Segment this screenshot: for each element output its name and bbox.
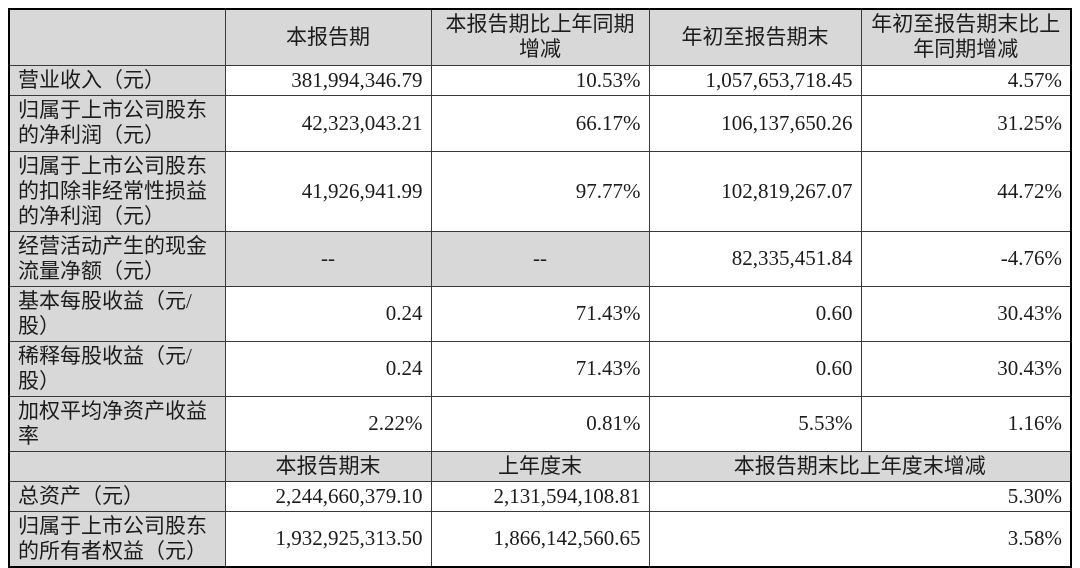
cell-prior-year-end: 2,131,594,108.81 [430,480,650,512]
cell-ytd: 82,335,451.84 [648,230,862,287]
section2-header-row: 本报告期末 上年度末 本报告期末比上年度末增减 [8,450,1072,482]
row-label: 基本每股收益（元/股） [8,285,226,342]
row-owners-equity: 归属于上市公司股东的所有者权益（元） 1,932,925,313.50 1,86… [8,510,1072,568]
row-net-profit-excl-nonrecurring: 归属于上市公司股东的扣除非经常性损益的净利润（元） 41,926,941.99 … [8,150,1072,232]
cell-current: 2.22% [224,395,432,452]
row-operating-revenue: 营业收入（元） 381,994,346.79 10.53% 1,057,653,… [8,64,1072,96]
cell-ytd: 106,137,650.26 [648,94,862,152]
cell-current: 41,926,941.99 [224,150,432,232]
cell-current: 0.24 [224,285,432,342]
row-label: 归属于上市公司股东的扣除非经常性损益的净利润（元） [8,150,226,232]
financial-summary-table: 本报告期 本报告期比上年同期增减 年初至报告期末 年初至报告期末比上年同期增减 … [8,8,1072,568]
cell-current: -- [224,230,432,287]
cell-current-change: 10.53% [430,64,650,96]
section1-header-row: 本报告期 本报告期比上年同期增减 年初至报告期末 年初至报告期末比上年同期增减 [8,8,1072,66]
cell-ytd: 1,057,653,718.45 [648,64,862,96]
header-cell-current-period-change: 本报告期比上年同期增减 [430,8,650,66]
cell-ytd-change: 31.25% [860,94,1072,152]
cell-current: 381,994,346.79 [224,64,432,96]
cell-current: 0.24 [224,340,432,397]
header-cell-period-end: 本报告期末 [224,450,432,482]
row-label: 经营活动产生的现金流量净额（元） [8,230,226,287]
row-label: 归属于上市公司股东的所有者权益（元） [8,510,226,568]
cell-ytd-change: 44.72% [860,150,1072,232]
cell-ytd: 102,819,267.07 [648,150,862,232]
row-weighted-avg-roe: 加权平均净资产收益率 2.22% 0.81% 5.53% 1.16% [8,395,1072,452]
row-label: 归属于上市公司股东的净利润（元） [8,94,226,152]
cell-ytd-change: -4.76% [860,230,1072,287]
row-basic-eps: 基本每股收益（元/股） 0.24 71.43% 0.60 30.43% [8,285,1072,342]
cell-current: 42,323,043.21 [224,94,432,152]
financial-summary: 本报告期 本报告期比上年同期增减 年初至报告期末 年初至报告期末比上年同期增减 … [8,8,1072,568]
cell-ytd-change: 1.16% [860,395,1072,452]
cell-current-change: 0.81% [430,395,650,452]
cell-ytd: 5.53% [648,395,862,452]
header-cell-ytd-change: 年初至报告期末比上年同期增减 [860,8,1072,66]
cell-ytd: 0.60 [648,340,862,397]
header-cell-current-period: 本报告期 [224,8,432,66]
row-label: 加权平均净资产收益率 [8,395,226,452]
row-total-assets: 总资产（元） 2,244,660,379.10 2,131,594,108.81… [8,480,1072,512]
row-operating-cash-flow: 经营活动产生的现金流量净额（元） -- -- 82,335,451.84 -4.… [8,230,1072,287]
header-cell-blank [8,8,226,66]
row-net-profit: 归属于上市公司股东的净利润（元） 42,323,043.21 66.17% 10… [8,94,1072,152]
header-cell-prior-year-end: 上年度末 [430,450,650,482]
header-cell-period-end-change: 本报告期末比上年度末增减 [648,450,1072,482]
cell-current-change: 97.77% [430,150,650,232]
cell-current-change: 66.17% [430,94,650,152]
cell-ytd-change: 30.43% [860,340,1072,397]
cell-period-end: 1,932,925,313.50 [224,510,432,568]
cell-ytd: 0.60 [648,285,862,342]
row-label: 总资产（元） [8,480,226,512]
cell-prior-year-end: 1,866,142,560.65 [430,510,650,568]
cell-ytd-change: 30.43% [860,285,1072,342]
cell-current-change: -- [430,230,650,287]
cell-change: 3.58% [648,510,1072,568]
row-label: 营业收入（元） [8,64,226,96]
cell-current-change: 71.43% [430,340,650,397]
cell-ytd-change: 4.57% [860,64,1072,96]
cell-current-change: 71.43% [430,285,650,342]
header-cell-ytd: 年初至报告期末 [648,8,862,66]
row-label: 稀释每股收益（元/股） [8,340,226,397]
row-diluted-eps: 稀释每股收益（元/股） 0.24 71.43% 0.60 30.43% [8,340,1072,397]
cell-period-end: 2,244,660,379.10 [224,480,432,512]
header-cell-blank [8,450,226,482]
cell-change: 5.30% [648,480,1072,512]
